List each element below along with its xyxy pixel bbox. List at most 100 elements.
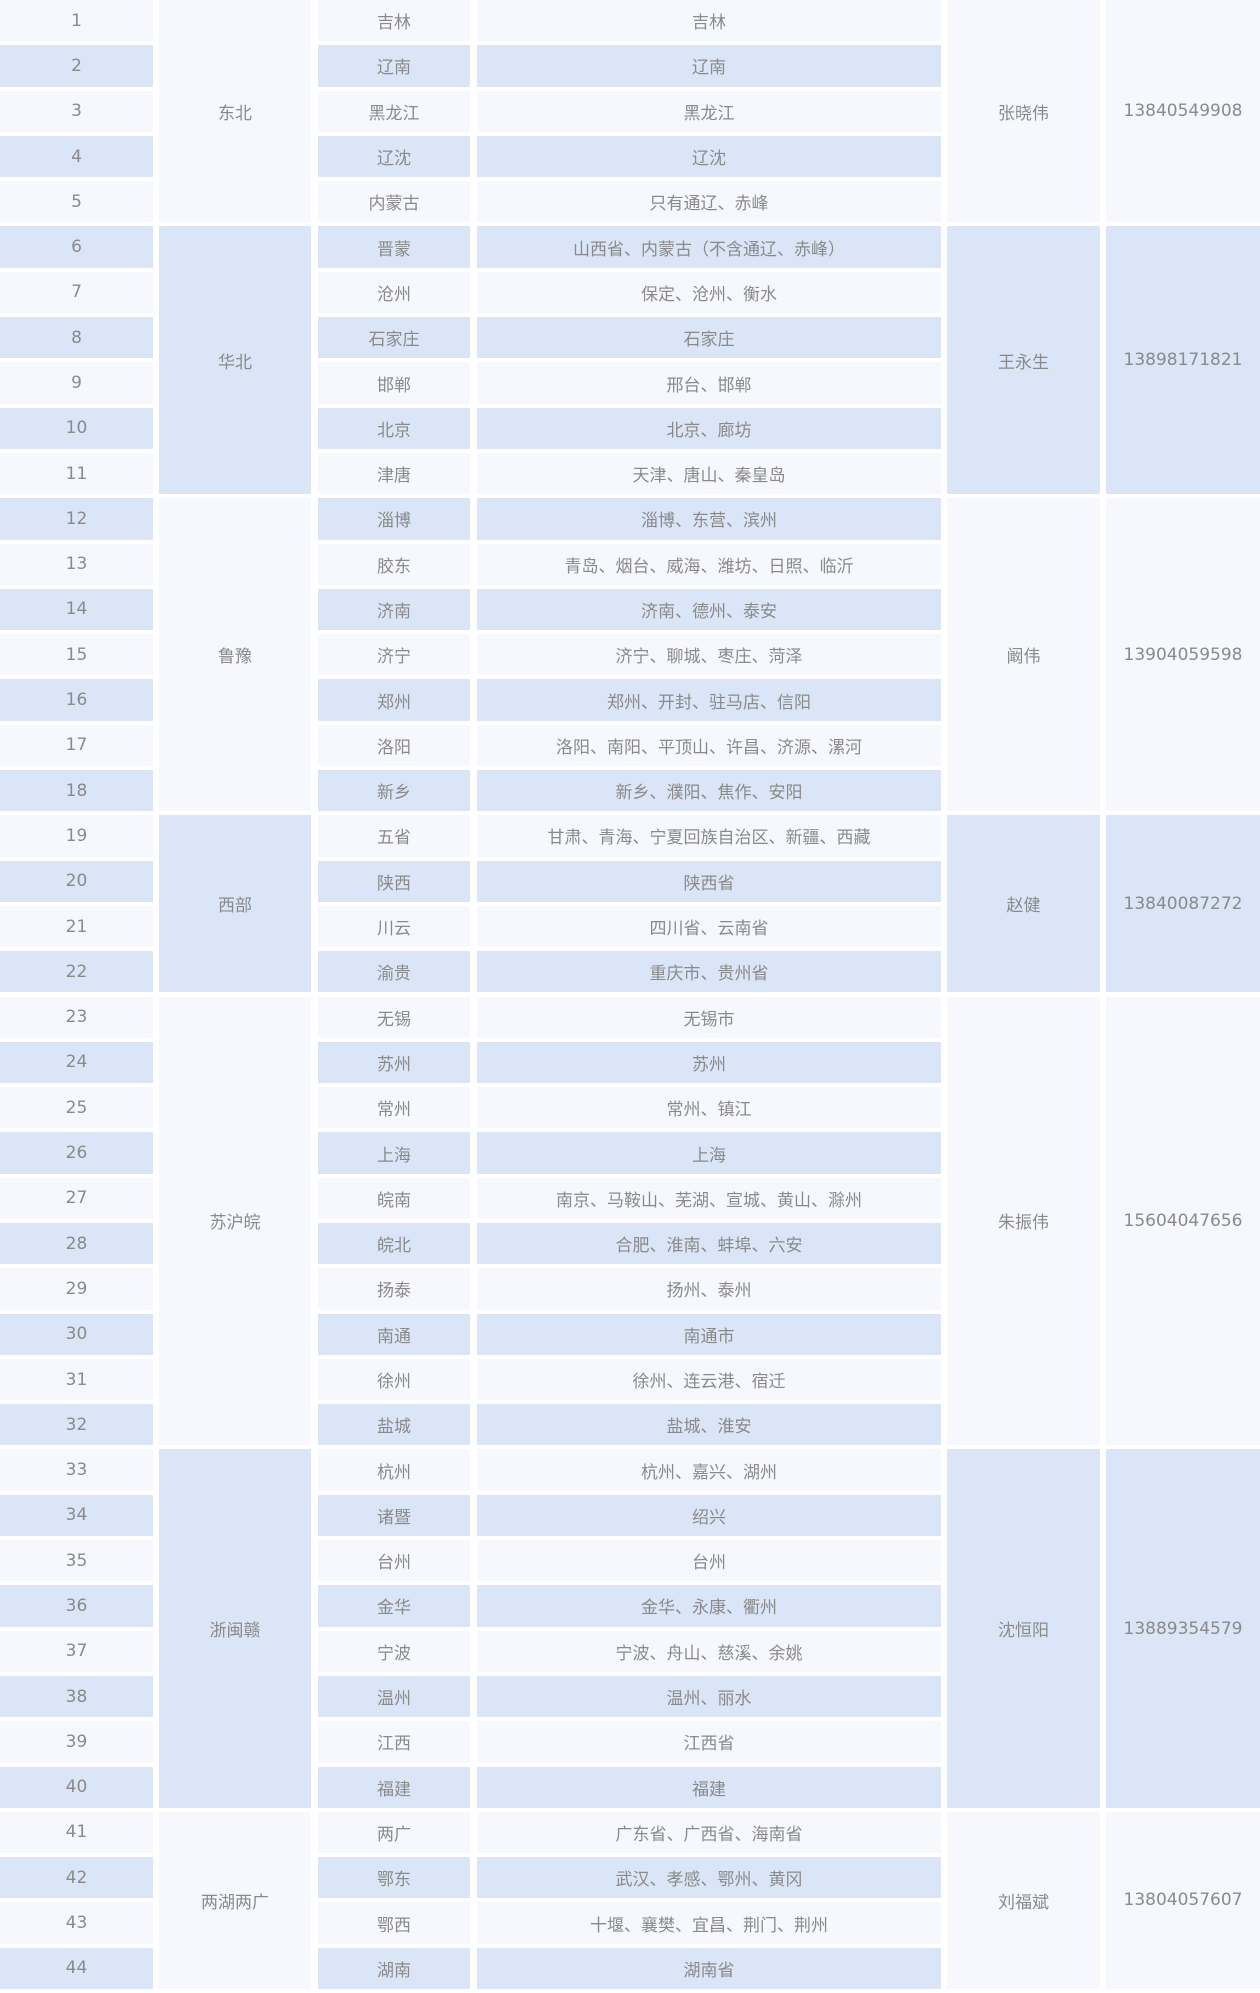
area: 两广 <box>318 1811 470 1854</box>
region: 两湖两广 <box>159 1811 311 1989</box>
row-number: 42 <box>0 1857 153 1899</box>
row-number: 4 <box>0 135 153 178</box>
cities: 绍兴 <box>477 1494 941 1537</box>
phone: 13840549908 <box>1106 0 1260 223</box>
row-number: 20 <box>0 860 153 902</box>
cities: 广东省、广西省、海南省 <box>477 1811 941 1854</box>
cities: 上海 <box>477 1132 941 1174</box>
cities: 江西省 <box>477 1721 941 1763</box>
cities: 只有通辽、赤峰 <box>477 181 941 223</box>
area: 宁波 <box>318 1630 470 1672</box>
row-number: 1 <box>0 0 153 42</box>
area: 川云 <box>318 905 470 948</box>
cities: 保定、沧州、衡水 <box>477 271 941 314</box>
cities: 郑州、开封、驻马店、信阳 <box>477 679 941 721</box>
cities: 甘肃、青海、宁夏回族自治区、新疆、西藏 <box>477 815 941 857</box>
row-number: 27 <box>0 1177 153 1219</box>
cities: 淄博、东营、滨州 <box>477 498 941 540</box>
cities: 扬州、泰州 <box>477 1268 941 1310</box>
row-number: 19 <box>0 815 153 857</box>
area: 辽沈 <box>318 135 470 178</box>
region: 苏沪皖 <box>159 996 311 1446</box>
area: 新乡 <box>318 770 470 812</box>
cities: 山西省、内蒙古（不含通辽、赤峰） <box>477 226 941 268</box>
area: 洛阳 <box>318 724 470 766</box>
cities: 邢台、邯郸 <box>477 362 941 404</box>
region: 华北 <box>159 226 311 495</box>
area: 渝贵 <box>318 951 470 993</box>
region: 东北 <box>159 0 311 223</box>
phone: 13898171821 <box>1106 226 1260 495</box>
area: 南通 <box>318 1313 470 1355</box>
row-number: 25 <box>0 1087 153 1129</box>
cities: 新乡、濮阳、焦作、安阳 <box>477 770 941 812</box>
cities: 青岛、烟台、威海、潍坊、日照、临沂 <box>477 543 941 585</box>
area: 济南 <box>318 588 470 631</box>
row-number: 22 <box>0 951 153 993</box>
region: 西部 <box>159 815 311 993</box>
row-number: 8 <box>0 317 153 359</box>
region: 浙闽赣 <box>159 1449 311 1808</box>
phone: 13804057607 <box>1106 1811 1260 1989</box>
row-number: 24 <box>0 1041 153 1084</box>
row-number: 39 <box>0 1721 153 1763</box>
row-number: 37 <box>0 1630 153 1672</box>
area: 淄博 <box>318 498 470 540</box>
row-number: 35 <box>0 1540 153 1582</box>
cities: 天津、唐山、秦皇岛 <box>477 452 941 495</box>
area: 杭州 <box>318 1449 470 1491</box>
cities: 宁波、舟山、慈溪、余姚 <box>477 1630 941 1672</box>
area: 胶东 <box>318 543 470 585</box>
area: 皖南 <box>318 1177 470 1219</box>
manager: 赵健 <box>947 815 1100 993</box>
cities: 辽沈 <box>477 135 941 178</box>
cities: 重庆市、贵州省 <box>477 951 941 993</box>
row-number: 18 <box>0 770 153 812</box>
row-number: 44 <box>0 1947 153 1989</box>
row-number: 9 <box>0 362 153 404</box>
area: 湖南 <box>318 1947 470 1989</box>
row-number: 31 <box>0 1358 153 1401</box>
area: 石家庄 <box>318 317 470 359</box>
area: 内蒙古 <box>318 181 470 223</box>
cities: 常州、镇江 <box>477 1087 941 1129</box>
manager: 沈恒阳 <box>947 1449 1100 1808</box>
area: 辽南 <box>318 45 470 87</box>
area: 晋蒙 <box>318 226 470 268</box>
cities: 台州 <box>477 1540 941 1582</box>
area: 五省 <box>318 815 470 857</box>
cities: 十堰、襄樊、宜昌、荆门、荆州 <box>477 1902 941 1944</box>
area: 吉林 <box>318 0 470 42</box>
manager: 朱振伟 <box>947 996 1100 1446</box>
row-number: 26 <box>0 1132 153 1174</box>
area: 盐城 <box>318 1404 470 1446</box>
cities: 合肥、淮南、蚌埠、六安 <box>477 1222 941 1265</box>
region: 鲁豫 <box>159 498 311 812</box>
area: 皖北 <box>318 1222 470 1265</box>
cities: 辽南 <box>477 45 941 87</box>
cities: 徐州、连云港、宿迁 <box>477 1358 941 1401</box>
cities: 济南、德州、泰安 <box>477 588 941 631</box>
area: 鄂东 <box>318 1857 470 1899</box>
row-number: 36 <box>0 1585 153 1627</box>
area: 福建 <box>318 1766 470 1808</box>
area: 津唐 <box>318 452 470 495</box>
row-number: 5 <box>0 181 153 223</box>
phone: 15604047656 <box>1106 996 1260 1446</box>
area: 黑龙江 <box>318 90 470 132</box>
area: 江西 <box>318 1721 470 1763</box>
row-number: 10 <box>0 407 153 449</box>
cities: 湖南省 <box>477 1947 941 1989</box>
cities: 武汉、孝感、鄂州、黄冈 <box>477 1857 941 1899</box>
area: 诸暨 <box>318 1494 470 1537</box>
area: 邯郸 <box>318 362 470 404</box>
cities: 洛阳、南阳、平顶山、许昌、济源、漯河 <box>477 724 941 766</box>
area: 徐州 <box>318 1358 470 1401</box>
row-number: 40 <box>0 1766 153 1808</box>
row-number: 17 <box>0 724 153 766</box>
area: 沧州 <box>318 271 470 314</box>
row-number: 21 <box>0 905 153 948</box>
cities: 四川省、云南省 <box>477 905 941 948</box>
manager: 刘福斌 <box>947 1811 1100 1989</box>
area: 苏州 <box>318 1041 470 1084</box>
